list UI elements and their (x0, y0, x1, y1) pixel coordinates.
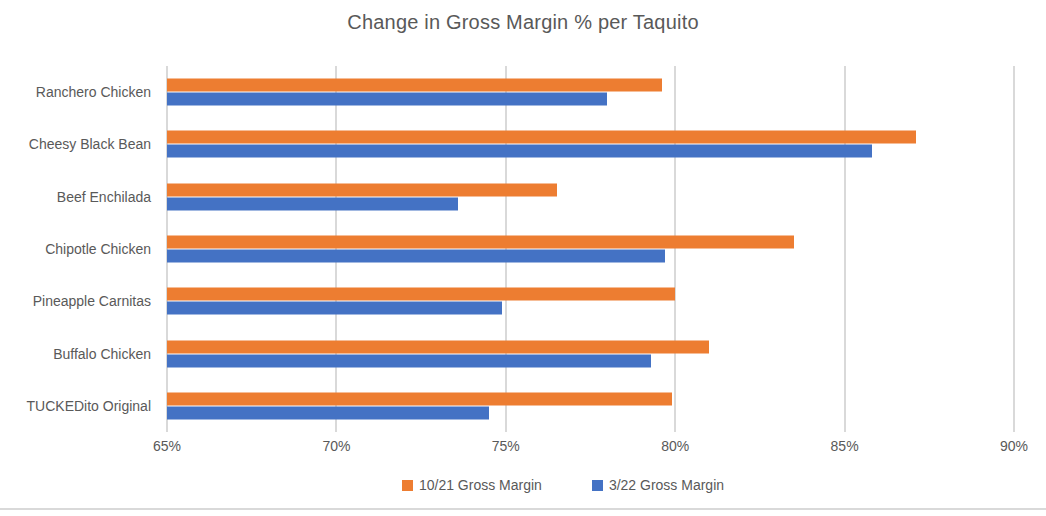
category-row-buffalo-chicken: Buffalo Chicken (167, 327, 1014, 379)
x-tick-label-90: 90% (1000, 438, 1028, 454)
y-axis-label-tuckedito-original: TUCKEDito Original (27, 398, 151, 414)
legend-swatch-3-22-gross-margin (592, 480, 603, 491)
y-axis-label-ranchero-chicken: Ranchero Chicken (36, 84, 151, 100)
bar-group-ranchero-chicken (167, 79, 1014, 106)
bar-group-chipotle-chicken (167, 235, 1014, 262)
category-row-ranchero-chicken: Ranchero Chicken (167, 66, 1014, 118)
chart-canvas: Change in Gross Margin % per Taquito Ran… (0, 0, 1046, 516)
legend-item-10-21-gross-margin: 10/21 Gross Margin (402, 477, 542, 493)
bar-cheesy-black-bean-3-22-gross-margin (167, 145, 872, 158)
bar-group-beef-enchilada (167, 183, 1014, 210)
category-row-beef-enchilada: Beef Enchilada (167, 171, 1014, 223)
category-row-tuckedito-original: TUCKEDito Original (167, 380, 1014, 432)
bar-group-pineapple-carnitas (167, 288, 1014, 315)
x-tick-label-85: 85% (831, 438, 859, 454)
bar-chipotle-chicken-3-22-gross-margin (167, 249, 665, 262)
legend-label-3-22-gross-margin: 3/22 Gross Margin (609, 477, 724, 493)
bar-ranchero-chicken-3-22-gross-margin (167, 93, 607, 106)
y-axis-label-chipotle-chicken: Chipotle Chicken (45, 241, 151, 257)
bar-tuckedito-original-3-22-gross-margin (167, 406, 489, 419)
bar-beef-enchilada-3-22-gross-margin (167, 197, 458, 210)
legend-item-3-22-gross-margin: 3/22 Gross Margin (592, 477, 724, 493)
x-tick-label-80: 80% (661, 438, 689, 454)
legend-label-10-21-gross-margin: 10/21 Gross Margin (419, 477, 542, 493)
bar-chipotle-chicken-10-21-gross-margin (167, 235, 794, 248)
bar-ranchero-chicken-10-21-gross-margin (167, 79, 662, 92)
y-axis-label-buffalo-chicken: Buffalo Chicken (53, 346, 151, 362)
y-axis-label-pineapple-carnitas: Pineapple Carnitas (33, 293, 151, 309)
x-tick-label-75: 75% (492, 438, 520, 454)
bar-tuckedito-original-10-21-gross-margin (167, 392, 672, 405)
bar-beef-enchilada-10-21-gross-margin (167, 183, 557, 196)
category-row-cheesy-black-bean: Cheesy Black Bean (167, 118, 1014, 170)
y-axis-label-cheesy-black-bean: Cheesy Black Bean (29, 136, 151, 152)
y-axis-label-beef-enchilada: Beef Enchilada (57, 189, 151, 205)
legend: 10/21 Gross Margin 3/22 Gross Margin (0, 477, 1046, 493)
bar-cheesy-black-bean-10-21-gross-margin (167, 131, 916, 144)
bar-group-buffalo-chicken (167, 340, 1014, 367)
bar-pineapple-carnitas-10-21-gross-margin (167, 288, 675, 301)
x-tick-label-70: 70% (322, 438, 350, 454)
category-row-pineapple-carnitas: Pineapple Carnitas (167, 275, 1014, 327)
x-tick-label-65: 65% (153, 438, 181, 454)
bar-pineapple-carnitas-3-22-gross-margin (167, 302, 502, 315)
plot-area: Ranchero ChickenCheesy Black BeanBeef En… (167, 66, 1014, 432)
chart-title: Change in Gross Margin % per Taquito (0, 11, 1046, 34)
bar-rows: Ranchero ChickenCheesy Black BeanBeef En… (167, 66, 1014, 432)
bar-buffalo-chicken-3-22-gross-margin (167, 354, 651, 367)
bar-group-tuckedito-original (167, 392, 1014, 419)
bottom-divider (0, 508, 1046, 510)
legend-swatch-10-21-gross-margin (402, 480, 413, 491)
category-row-chipotle-chicken: Chipotle Chicken (167, 223, 1014, 275)
bar-buffalo-chicken-10-21-gross-margin (167, 340, 709, 353)
x-axis: 65%70%75%80%85%90% (167, 438, 1014, 456)
bar-group-cheesy-black-bean (167, 131, 1014, 158)
